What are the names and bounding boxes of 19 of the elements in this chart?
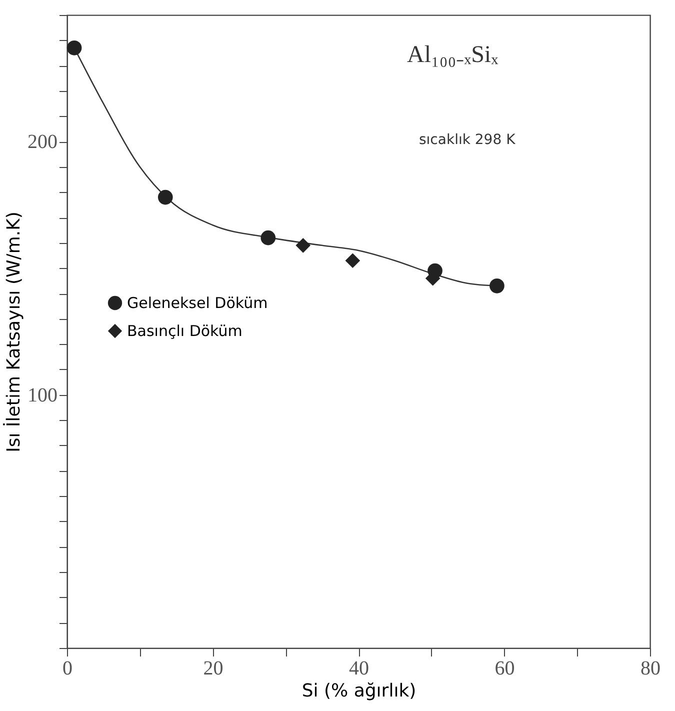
x-tick-label: 0 xyxy=(62,658,72,680)
annotation: sıcaklık 298 K xyxy=(419,132,516,148)
annotation: Al₁₀₀₋ₓSiₓ xyxy=(407,42,498,68)
x-axis-title: Si (% ağırlık) xyxy=(302,680,416,702)
point xyxy=(345,253,360,268)
x-tick-label: 40 xyxy=(349,658,369,680)
x-tick-label: 20 xyxy=(203,658,224,680)
y-tick-label: 200 xyxy=(28,131,58,154)
x-tick-label: 60 xyxy=(494,658,515,680)
legend-label: Geleneksel Döküm xyxy=(127,294,268,312)
x-tick-label: 80 xyxy=(640,658,660,680)
point xyxy=(296,238,311,253)
point xyxy=(66,40,82,56)
y-tick-label: 100 xyxy=(28,384,58,406)
point xyxy=(490,278,504,294)
point xyxy=(158,190,173,205)
y-axis-title: Isı İletim Katsayısı (W/m.K) xyxy=(2,212,24,452)
legend-label: Basınçlı Döküm xyxy=(127,322,242,340)
point xyxy=(260,230,276,246)
